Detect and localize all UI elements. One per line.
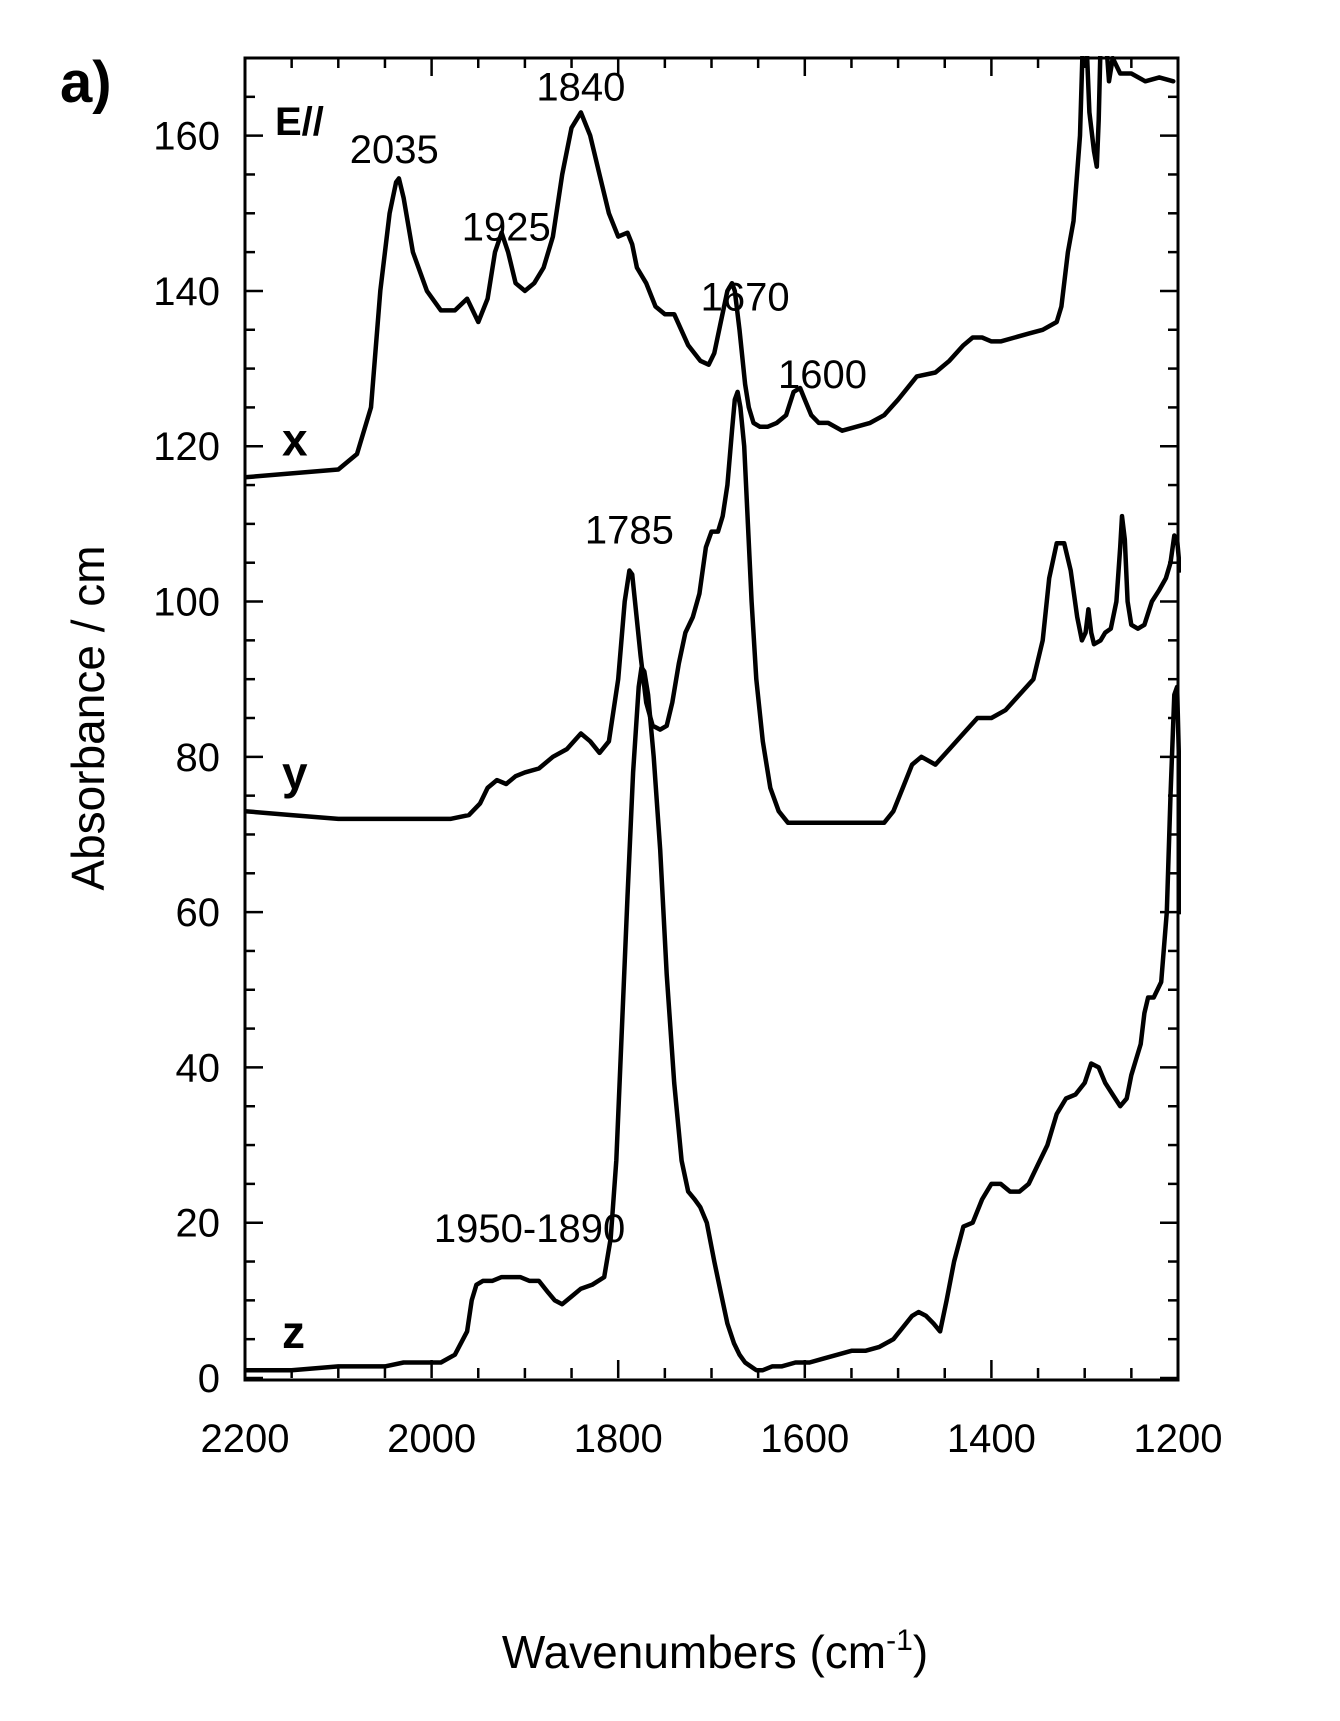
peak-annotations: 2035 1925 1840 1670 1600 1785 1950-1890 [350, 66, 867, 1251]
series-line-z [245, 665, 1181, 1373]
y-tick-labels: 0 20 40 60 80 100 120 140 160 [153, 115, 220, 1401]
x-axis-label-suffix: ) [913, 1626, 928, 1678]
peak-annotation: 1950-1890 [434, 1207, 625, 1251]
peak-annotation: 2035 [350, 128, 439, 172]
peak-annotation: 1840 [536, 66, 625, 110]
peak-annotation: 1600 [778, 353, 867, 397]
y-tick-label: 0 [198, 1357, 220, 1401]
x-tick-labels: 2200 2000 1800 1600 1400 1200 [201, 1417, 1223, 1461]
panel-label: a) [60, 50, 112, 115]
x-axis-label-main: Wavenumbers (cm [502, 1626, 886, 1678]
peak-annotation: 1670 [701, 275, 790, 319]
x-tick-label: 1200 [1134, 1417, 1223, 1461]
x-tick-label: 1800 [574, 1417, 663, 1461]
series-line-y [245, 389, 1181, 826]
x-axis-label-superscript: -1 [886, 1624, 913, 1657]
series-label-z: z [282, 1306, 305, 1358]
x-tick-label: 2000 [387, 1417, 476, 1461]
y-tick-label: 120 [153, 425, 220, 469]
peak-annotation: 1925 [462, 205, 551, 249]
y-tick-label: 160 [153, 115, 220, 159]
x-tick-label: 2200 [201, 1417, 290, 1461]
y-axis-label: Absorbance / cm [62, 545, 114, 890]
plot-frame [243, 56, 1180, 1382]
x-axis-label: Wavenumbers (cm-1) [502, 1624, 928, 1678]
y-tick-label: 80 [176, 736, 221, 780]
spectra [245, 56, 1181, 1373]
series-label-y: y [282, 747, 308, 799]
series-labels: x y z [282, 413, 308, 1358]
x-tick-label: 1400 [947, 1417, 1036, 1461]
y-tick-label: 100 [153, 581, 220, 625]
peak-annotation: 1785 [585, 508, 674, 552]
y-tick-label: 40 [176, 1046, 221, 1090]
y-tick-label: 20 [176, 1202, 221, 1246]
y-tick-label: 60 [176, 891, 221, 935]
series-label-x: x [282, 413, 308, 465]
series-line-x [245, 56, 1176, 480]
polarization-label: E// [275, 100, 324, 144]
y-tick-label: 140 [153, 270, 220, 314]
x-tick-label: 1600 [760, 1417, 849, 1461]
